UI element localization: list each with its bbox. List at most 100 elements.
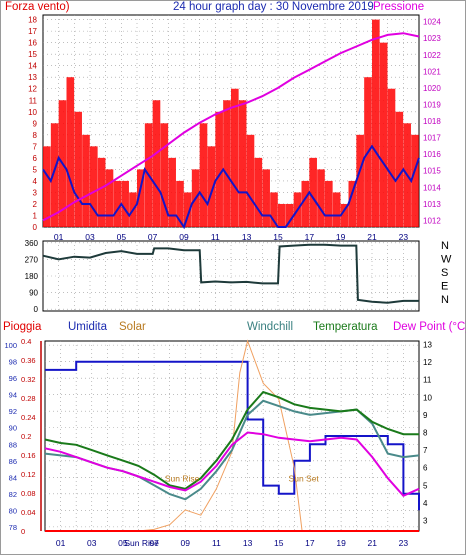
humidity-label: Umidita <box>68 321 107 333</box>
temp-tick-label: 5 <box>423 481 428 490</box>
dewpoint-label: Dew Point (°C) <box>393 321 466 333</box>
top-right-tick-label: 1018 <box>423 117 441 126</box>
top-x-tick-label: 07 <box>148 232 158 242</box>
wind-gust-bar <box>246 134 255 227</box>
wind-gust-bar <box>121 180 129 227</box>
wind-gust-bar <box>223 100 231 227</box>
top-x-tick-label: 11 <box>211 232 220 242</box>
humidity-tick-label: 98 <box>9 358 17 367</box>
wind-gust-bar <box>238 100 247 227</box>
humidity-tick-label: 92 <box>9 407 17 416</box>
wind-gust-bar <box>270 192 278 227</box>
top-x-tick-label: 13 <box>242 232 252 242</box>
solar-series-line <box>45 339 419 532</box>
top-x-tick-label: 05 <box>117 232 127 242</box>
top-left-tick-label: 0 <box>33 223 38 232</box>
pressure-series-line <box>42 32 420 222</box>
rain-label: Pioggia <box>3 321 42 333</box>
direction-label: N <box>441 294 449 306</box>
mid-tick-label: 180 <box>25 272 39 281</box>
mid-tick-label: 0 <box>34 305 39 314</box>
top-x-tick-label: 19 <box>336 232 346 242</box>
top-left-tick-label: 13 <box>28 73 37 82</box>
top-x-tick-label: 17 <box>305 232 315 242</box>
top-right-tick-label: 1022 <box>423 51 441 60</box>
rain-tick-label: 0.4 <box>21 337 31 346</box>
rain-tick-label: 0.2 <box>21 432 31 441</box>
top-x-tick-label: 03 <box>85 232 95 242</box>
humidity-tick-label: 84 <box>9 473 17 482</box>
wind-gust-bar <box>50 123 59 227</box>
wind-gust-bar <box>82 134 90 227</box>
wind-gust-bar <box>285 203 294 227</box>
humidity-series-line <box>45 360 420 511</box>
humidity-tick-label: 82 <box>9 490 17 499</box>
humidity-tick-label: 94 <box>9 391 17 400</box>
sun-rise-annotation: Sun Rise <box>165 473 200 483</box>
wind-gust-bar <box>387 88 396 227</box>
wind-gust-bar <box>184 192 192 227</box>
graph-date-title: 24 hour graph day : 30 Novembre 2019 <box>173 1 374 13</box>
top-right-tick-label: 1014 <box>423 183 441 192</box>
rain-tick-label: 0.04 <box>21 508 36 517</box>
top-left-tick-label: 17 <box>28 27 37 36</box>
temp-tick-label: 7 <box>423 446 428 455</box>
rain-tick-label: 0.12 <box>21 470 36 479</box>
bottom-x-tick-label: 05 <box>118 538 128 548</box>
temperature-humidity-chart: 788082848688909294969810000.040.080.120.… <box>4 337 432 548</box>
top-x-tick-label: 23 <box>399 232 409 242</box>
bottom-x-tick-label: 23 <box>399 538 409 548</box>
wind-gust-bar <box>199 123 208 227</box>
humidity-tick-label: 78 <box>9 523 17 532</box>
wind-gust-bar <box>317 169 325 227</box>
bottom-x-tick-label: 15 <box>274 538 284 548</box>
bottom-x-tick-label: 19 <box>336 538 346 548</box>
top-left-tick-label: 14 <box>28 62 37 71</box>
direction-label: N <box>441 240 449 252</box>
solar-label: Solar <box>119 321 146 333</box>
wind-direction-line <box>42 243 419 304</box>
pressure-title: Pressione <box>373 1 425 13</box>
mid-tick-label: 90 <box>29 289 38 298</box>
top-right-tick-label: 1020 <box>423 84 441 93</box>
bottom-x-tick-label: 21 <box>368 538 378 548</box>
humidity-tick-label: 100 <box>4 341 17 350</box>
windchill-label: Windchill <box>247 321 294 333</box>
wind-gust-bar <box>309 157 317 227</box>
rain-tick-label: 0 <box>21 527 25 536</box>
top-x-tick-label: 21 <box>367 232 377 242</box>
wind-gust-bar <box>254 157 263 227</box>
wind-gust-bar <box>97 157 106 227</box>
top-right-tick-label: 1019 <box>423 100 441 109</box>
rain-tick-label: 0.28 <box>21 394 36 403</box>
bottom-x-tick-label: 11 <box>212 538 221 548</box>
top-right-tick-label: 1012 <box>423 216 441 225</box>
wind-gust-bar <box>278 203 286 227</box>
top-left-tick-label: 16 <box>28 39 37 48</box>
temperature-label: Temperatura <box>313 321 378 333</box>
wind-pressure-chart: 0123456789101112131415161718101210131014… <box>28 14 441 242</box>
wind-gust-bar <box>168 157 176 227</box>
temp-tick-label: 10 <box>423 393 432 402</box>
wind-gust-bar <box>207 146 216 227</box>
wind-gust-bar <box>372 19 380 227</box>
wind-gust-bar <box>301 180 310 227</box>
top-right-tick-label: 1017 <box>423 134 441 143</box>
top-x-tick-label: 09 <box>179 232 189 242</box>
top-right-tick-label: 1013 <box>423 200 441 209</box>
mid-tick-label: 360 <box>25 239 39 248</box>
direction-label: E <box>441 281 448 293</box>
mid-tick-label: 270 <box>25 255 39 264</box>
wind-force-title: Forza vento) <box>5 1 70 13</box>
wind-gust-bar <box>325 180 333 227</box>
wind-gust-bar <box>43 146 51 227</box>
top-left-tick-label: 1 <box>33 211 38 220</box>
bottom-x-tick-label: 09 <box>181 538 191 548</box>
top-left-tick-label: 15 <box>28 50 37 59</box>
wind-gust-bar <box>152 100 161 227</box>
rain-tick-label: 0.32 <box>21 375 36 384</box>
wind-gust-bar <box>160 123 169 227</box>
wind-gust-bar <box>231 88 239 227</box>
direction-label: W <box>441 254 452 266</box>
